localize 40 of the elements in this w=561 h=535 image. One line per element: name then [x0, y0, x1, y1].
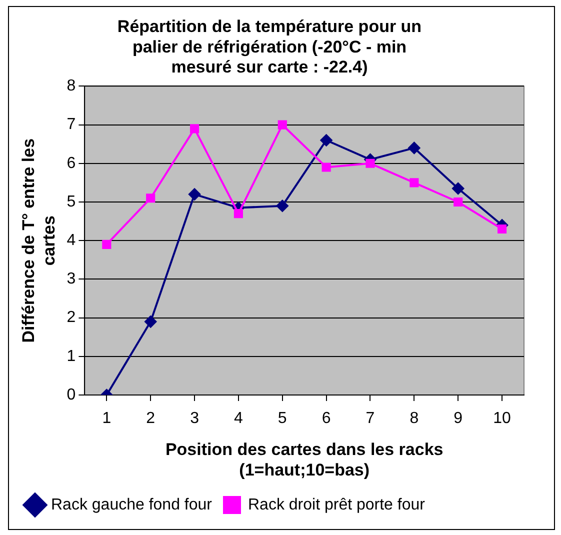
y-tick-label: 0	[66, 386, 76, 404]
y-tick-label: 8	[66, 78, 76, 95]
point	[144, 316, 157, 328]
legend-label: Rack gauche fond four	[51, 496, 213, 514]
chart-title: Répartition de la température pour un palier de réfrigération (-20°C - min mesuré sur carte : -22.4)	[117, 16, 422, 77]
point	[454, 197, 463, 207]
x-tick-label: 8	[410, 410, 419, 428]
point	[234, 209, 243, 218]
y-tick-label: 1	[66, 348, 76, 365]
point	[276, 200, 288, 212]
point	[188, 188, 201, 200]
point	[322, 162, 331, 172]
y-tick-label: 5	[66, 193, 76, 210]
y-tick-label: 7	[66, 116, 76, 134]
y-axis-title: Différence de T° entre les cartes	[18, 138, 58, 343]
y-tick-label: 2	[66, 309, 76, 326]
point	[366, 158, 375, 168]
y-tick-label: 3	[66, 270, 76, 288]
x-tick-label: 2	[146, 410, 156, 428]
point	[102, 240, 112, 249]
point	[146, 194, 156, 203]
x-tick-label: 1	[102, 410, 112, 428]
x-tick-label: 7	[366, 410, 375, 428]
x-tick-label: 3	[190, 410, 200, 428]
point	[410, 178, 419, 188]
x-tick-label: 4	[234, 410, 243, 428]
y-tick-label: 6	[66, 154, 76, 172]
point	[320, 134, 332, 146]
y-tick-label: 4	[66, 232, 76, 250]
point	[278, 120, 287, 130]
point	[190, 124, 200, 134]
x-tick-label: 10	[493, 410, 512, 428]
x-tick-label: 5	[278, 410, 287, 428]
x-tick-label: 6	[322, 410, 331, 428]
point	[452, 182, 464, 194]
point	[408, 142, 420, 154]
point	[498, 224, 507, 234]
x-tick-label: 9	[454, 410, 463, 428]
legend-label: Rack droit prêt porte four	[248, 496, 426, 514]
x-axis-title: Position des cartes dans les racks (1=haut;10=bas)	[165, 440, 444, 480]
